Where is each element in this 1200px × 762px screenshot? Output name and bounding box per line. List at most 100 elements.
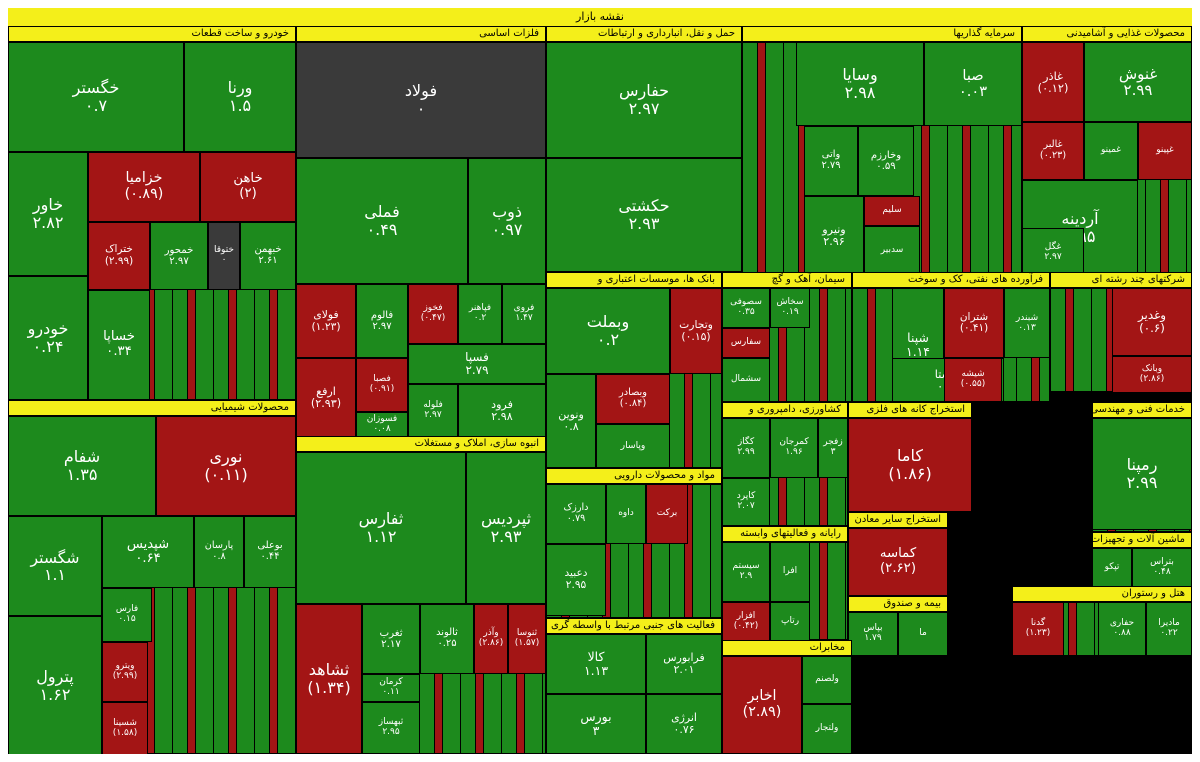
tile-1-6[interactable]: فپاهنر ۰.۲ xyxy=(458,284,502,344)
tile-1-5[interactable]: فخوز (۰.۴۷) xyxy=(408,284,458,344)
tile-5-5[interactable]: بوعلی ۰.۴۴ xyxy=(244,516,296,588)
tile-11-1[interactable]: شتران (۰.۴۱) xyxy=(944,288,1004,358)
tile-14-0[interactable]: کاما (۱.۸۶) xyxy=(848,418,972,512)
tile-20-0[interactable]: حفاری ۰.۸۸ xyxy=(1098,602,1146,656)
tile-9-2[interactable]: بورس ۳ xyxy=(546,694,646,754)
tile-4-2[interactable]: غالبر (۰.۲۳) xyxy=(1022,122,1084,180)
tile-2-0[interactable]: حفارس ۲.۹۷ xyxy=(546,42,742,158)
tile-1-7[interactable]: فروی ۱.۴۷ xyxy=(502,284,546,344)
tile-7-0[interactable]: وبملت ۰.۲ xyxy=(546,288,670,374)
tile-1-12[interactable]: فلوله ۲.۹۷ xyxy=(408,384,458,436)
tile-1-3[interactable]: فولای (۱.۲۳) xyxy=(296,284,356,358)
tile-10-3[interactable]: سشمال xyxy=(722,358,770,402)
tile-17-1[interactable]: افزار (۰.۴۲) xyxy=(722,602,770,640)
tile-4-1[interactable]: غاذر (۰.۱۲) xyxy=(1022,42,1084,122)
tile-20-2[interactable]: گدنا (۱.۲۳) xyxy=(1012,602,1064,656)
tile-11-4[interactable]: شیشه (۰.۵۵) xyxy=(944,358,1002,402)
tile-0-0[interactable]: خگستر ۰.۷ xyxy=(8,42,184,152)
tile-2-2[interactable]: حکشتی ۲.۹۳ xyxy=(546,158,742,272)
tile-8-2[interactable]: برکت xyxy=(646,484,688,544)
tile-17-0[interactable]: سیستم ۲.۹ xyxy=(722,542,770,602)
tile-8-1[interactable]: داوه xyxy=(606,484,646,544)
tile-21-1[interactable]: ولصنم xyxy=(802,656,852,704)
tile-1-11[interactable]: فسوزان ۰.۰۸ xyxy=(356,412,408,436)
tile-13-2[interactable]: زفجر ۳ xyxy=(818,418,848,478)
tile-1-9[interactable]: فصبا (۰.۹۱) xyxy=(356,358,408,412)
tile-17-2[interactable]: افرا xyxy=(770,542,810,602)
tile-5-1[interactable]: نوری (۰.۱۱) xyxy=(156,416,296,516)
tile-3-3[interactable]: وخارزم ۰.۵۹ xyxy=(858,126,914,196)
tile-7-2[interactable]: ونوین ۰.۸ xyxy=(546,374,596,468)
tile-1-8[interactable]: ارفع (۲.۹۳) xyxy=(296,358,356,436)
tile-10-1[interactable]: سخاش ۰.۱۹ xyxy=(770,288,810,328)
tile-8-0[interactable]: دارزک ۰.۷۹ xyxy=(546,484,606,544)
tile-15-0[interactable]: رمپنا ۲.۹۹ xyxy=(1092,418,1192,530)
tile-10-0[interactable]: سصوفی ۰.۳۵ xyxy=(722,288,770,328)
tile-9-1[interactable]: فرابورس ۲.۰۱ xyxy=(646,634,722,694)
tile-6-6[interactable]: ثنوسا (۱.۵۷) xyxy=(508,604,546,674)
tile-1-13[interactable]: فرود ۲.۹۸ xyxy=(458,384,546,436)
tile-1-2[interactable]: ذوب ۰.۹۷ xyxy=(468,158,546,284)
tile-19-1[interactable]: ما xyxy=(898,612,948,656)
tile-0-6[interactable]: ختراک (۲.۹۹) xyxy=(88,222,150,290)
tile-20-1[interactable]: مادیرا ۰.۲۲ xyxy=(1146,602,1192,656)
tile-8-3[interactable]: دعبید ۲.۹۵ xyxy=(546,544,606,616)
tile-12-0[interactable]: وغدیر (۰.۶) xyxy=(1112,288,1192,356)
tile-1-4[interactable]: فالوم ۲.۹۷ xyxy=(356,284,408,358)
tile-3-0[interactable]: وسایا ۲.۹۸ xyxy=(796,42,924,126)
tile-3-4[interactable]: ونیرو ۲.۹۶ xyxy=(804,196,864,276)
tile-19-0[interactable]: بپاس ۱.۷۹ xyxy=(848,612,898,656)
tile-21-2[interactable]: ولتجار xyxy=(802,704,852,754)
tile-6-5[interactable]: وآذر (۲.۸۶) xyxy=(474,604,508,674)
tile-5-6[interactable]: فارس ۰.۱۵ xyxy=(102,588,152,642)
tile-13-0[interactable]: کگاز ۲.۹۹ xyxy=(722,418,770,478)
tile-4-3[interactable]: غمینو xyxy=(1084,122,1138,180)
tile-1-10[interactable]: فسپا ۲.۷۹ xyxy=(408,344,546,384)
tile-3-6[interactable]: سدبیر xyxy=(864,226,920,276)
tile-4-0[interactable]: غنوش ۲.۹۹ xyxy=(1084,42,1192,122)
tile-13-3[interactable]: کاپرد ۲.۰۷ xyxy=(722,478,770,526)
tile-6-1[interactable]: ثپردیس ۲.۹۳ xyxy=(466,452,546,604)
tile-7-1[interactable]: وتجارت (۰.۱۵) xyxy=(670,288,722,374)
tile-4-6[interactable]: غگل ۲.۹۷ xyxy=(1022,228,1084,278)
tile-6-7[interactable]: کرمان ۰.۱۱ xyxy=(362,674,420,702)
tile-0-8[interactable]: ختوقا ۰ xyxy=(208,222,240,290)
tile-9-0[interactable]: کالا ۱.۱۳ xyxy=(546,634,646,694)
tile-16-0[interactable]: کماسه (۲.۶۲) xyxy=(848,528,948,596)
tile-10-2[interactable]: سفارس xyxy=(722,328,770,358)
tile-7-3[interactable]: وبصادر (۰.۸۴) xyxy=(596,374,670,424)
tile-0-7[interactable]: خمحور ۲.۹۷ xyxy=(150,222,208,290)
tile-5-9[interactable]: شسینا (۱.۵۸) xyxy=(102,702,148,754)
tile-5-0[interactable]: شفام ۱.۳۵ xyxy=(8,416,156,516)
tile-0-2[interactable]: خاور ۲.۸۲ xyxy=(8,152,88,276)
tile-0-1[interactable]: ورنا ۱.۵ xyxy=(184,42,296,152)
tile-18-1[interactable]: بتراس ۰.۴۸ xyxy=(1132,548,1192,588)
tile-3-2[interactable]: واتی ۲.۷۹ xyxy=(804,126,858,196)
tile-0-5[interactable]: خودرو ۰.۲۴ xyxy=(8,276,88,400)
tile-6-4[interactable]: ثالوند ۰.۲۵ xyxy=(420,604,474,674)
tile-6-8[interactable]: ثبهساز ۲.۹۵ xyxy=(362,702,420,754)
tile-6-2[interactable]: ثشاهد (۱.۳۴) xyxy=(296,604,362,754)
tile-21-0[interactable]: اخابر (۲.۸۹) xyxy=(722,656,802,754)
tile-6-0[interactable]: ثفارس ۱.۱۲ xyxy=(296,452,466,604)
tile-11-2[interactable]: شبندر ۰.۱۳ xyxy=(1004,288,1050,358)
tile-1-0[interactable]: فولاد ۰ xyxy=(296,42,546,158)
tile-3-1[interactable]: صبا ۰.۰۳ xyxy=(924,42,1022,126)
tile-6-3[interactable]: ثغرب ۲.۱۷ xyxy=(362,604,420,674)
tile-4-4[interactable]: غپینو xyxy=(1138,122,1192,180)
tile-5-3[interactable]: شپدیس ۰.۶۴ xyxy=(102,516,194,588)
tile-17-3[interactable]: رتاپ xyxy=(770,602,810,640)
tile-7-4[interactable]: وپاسار xyxy=(596,424,670,468)
tile-13-1[interactable]: کمرجان ۱.۹۶ xyxy=(770,418,818,478)
tile-0-10[interactable]: خساپا ۰.۳۴ xyxy=(88,290,150,400)
tile-12-1[interactable]: وبانک (۲.۸۶) xyxy=(1112,356,1192,392)
tile-5-4[interactable]: پارسان ۰.۸ xyxy=(194,516,244,588)
tile-3-5[interactable]: سلیم xyxy=(864,196,920,226)
tile-5-8[interactable]: ویترو (۲.۹۹) xyxy=(102,642,148,702)
tile-0-9[interactable]: خبهمن ۲.۶۱ xyxy=(240,222,296,290)
tile-1-1[interactable]: فملی ۰.۴۹ xyxy=(296,158,468,284)
tile-0-4[interactable]: خاهن (۲) xyxy=(200,152,296,222)
tile-18-0[interactable]: تپکو xyxy=(1092,548,1132,588)
tile-5-7[interactable]: پترول ۱.۶۲ xyxy=(8,616,102,754)
tile-0-3[interactable]: خزامیا (۰.۸۹) xyxy=(88,152,200,222)
